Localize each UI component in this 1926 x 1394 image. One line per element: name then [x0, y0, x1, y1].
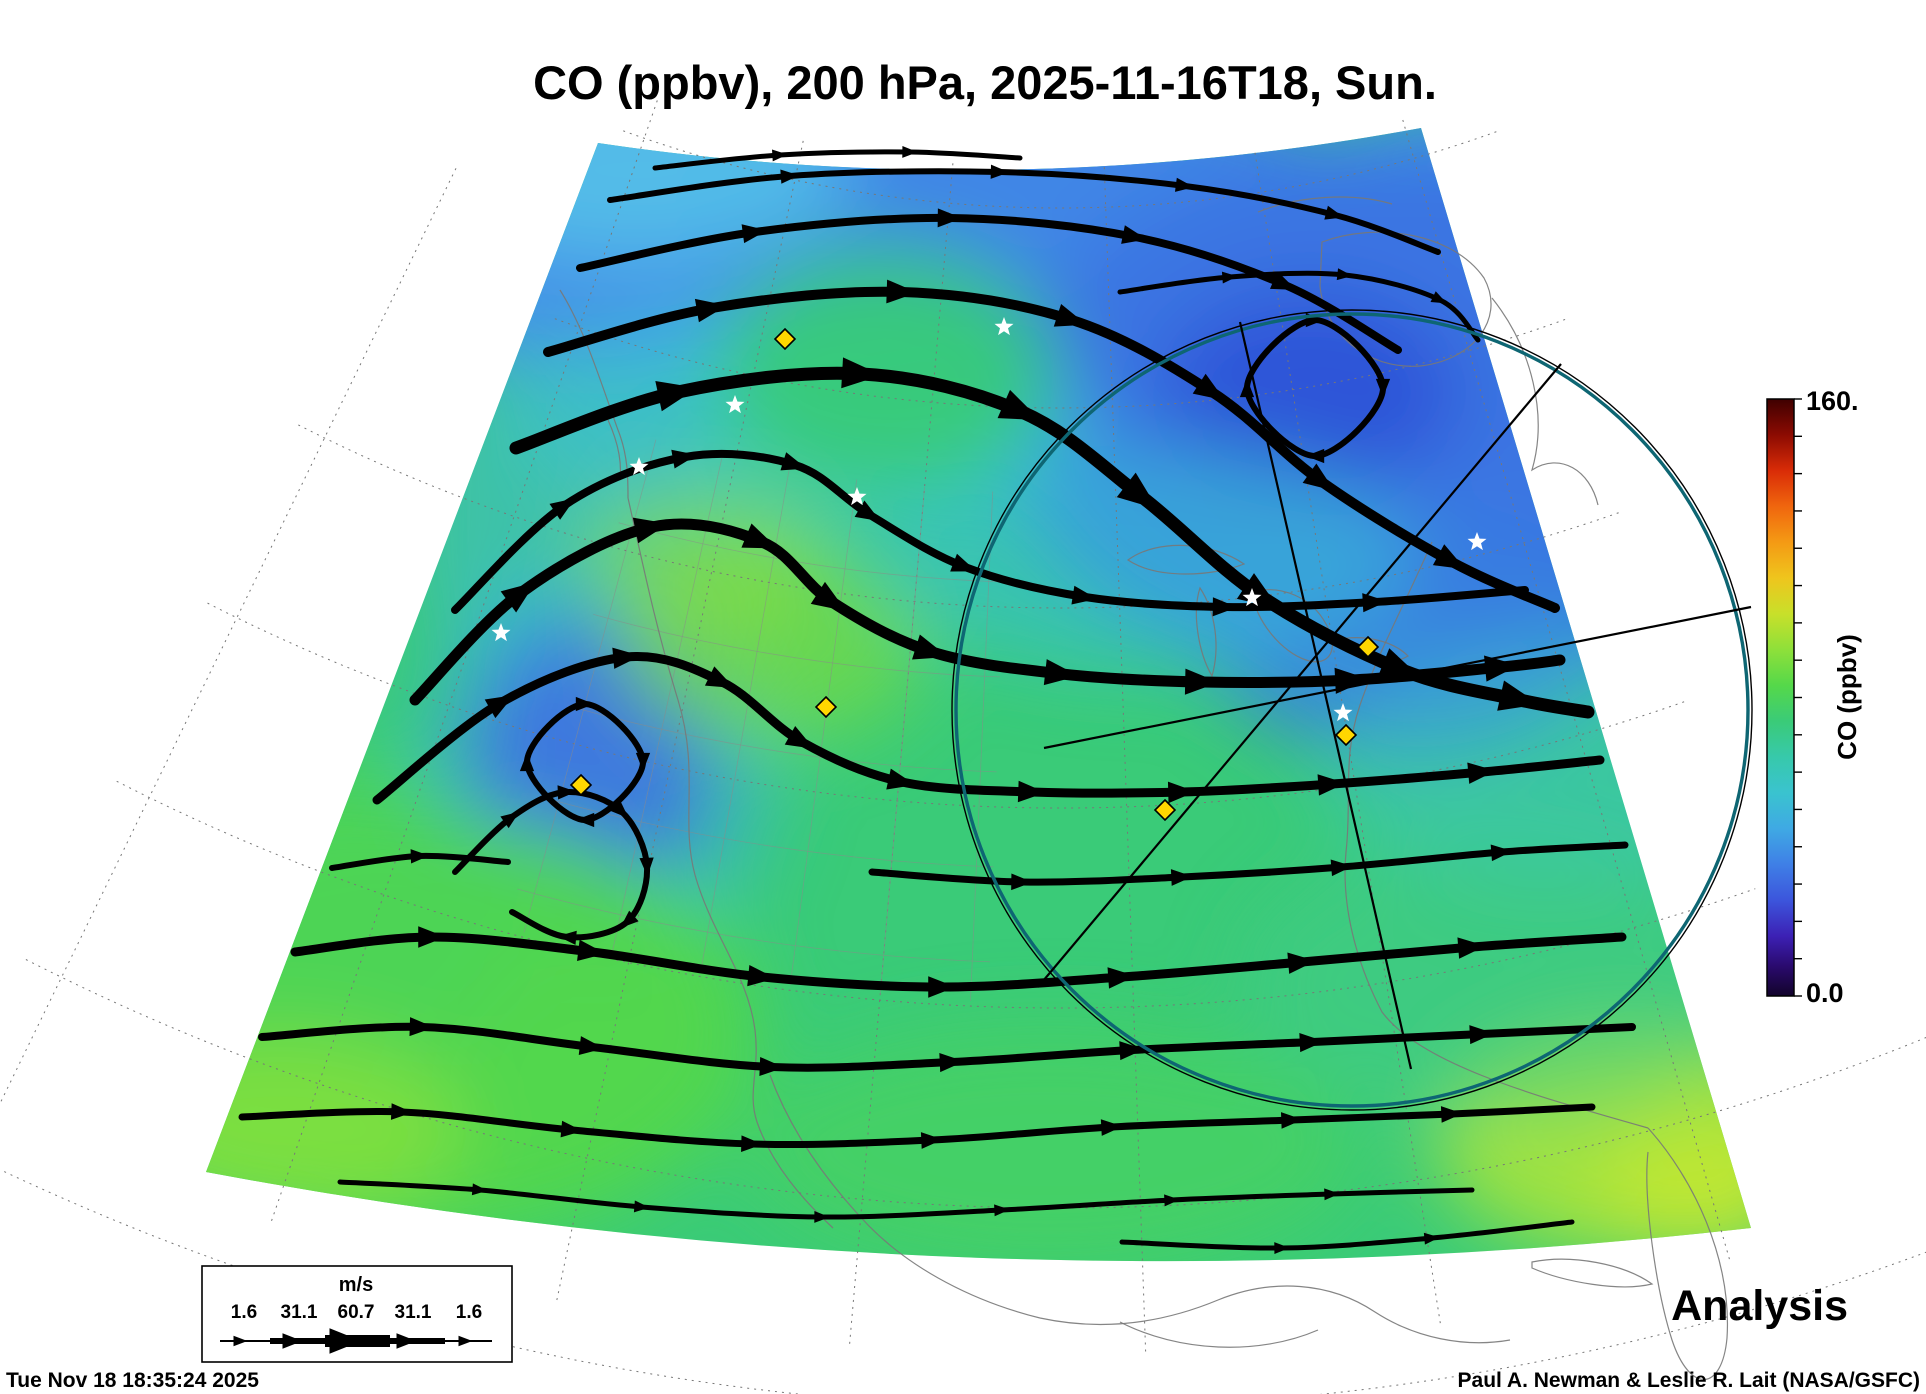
wind-speed-value: 31.1 — [281, 1302, 318, 1323]
streamline — [258, 1017, 1636, 1077]
star-marker — [1242, 588, 1262, 607]
range-circle — [954, 312, 1750, 1108]
wind-speed-legend: m/s 1.6 31.1 60.7 31.1 1.6 — [201, 1265, 513, 1363]
diamond-marker — [1334, 723, 1358, 747]
diamond-marker — [1153, 798, 1177, 822]
streamline — [372, 647, 1605, 805]
wind-arrowhead — [329, 1328, 362, 1354]
colorbar-axis-label: CO (ppbv) — [1832, 634, 1862, 760]
parallel-line — [298, 424, 1622, 609]
diamond-marker — [773, 327, 797, 351]
star-marker — [1467, 532, 1487, 551]
colorbar: 160. 0.0 CO (ppbv) — [1766, 386, 1862, 1008]
colorbar-min-label: 0.0 — [1806, 978, 1844, 1008]
streamline — [329, 849, 511, 871]
colorbar-gradient — [1766, 398, 1795, 997]
star-marker — [847, 487, 867, 506]
streamline — [868, 841, 1629, 891]
coastline — [1039, 1285, 1511, 1344]
colorbar-ticks — [1794, 398, 1802, 997]
analysis-label: Analysis — [1671, 1282, 1848, 1330]
streamline — [1117, 268, 1481, 343]
star-marker — [1333, 703, 1353, 722]
diamond-marker — [1356, 635, 1380, 659]
parallel-line — [0, 1168, 1926, 1394]
coastline — [1646, 1127, 1729, 1381]
diamond-marker — [569, 773, 593, 797]
wind-speed-value: 31.1 — [395, 1302, 432, 1323]
parallel-line — [623, 130, 1499, 209]
wind-arrowhead — [396, 1333, 417, 1349]
streamline — [1119, 1219, 1575, 1255]
track-line — [1043, 605, 1752, 750]
coastline — [1531, 1258, 1654, 1288]
wind-streamlines — [238, 145, 1636, 1255]
diamond-marker — [814, 695, 838, 719]
meridian-line — [0, 168, 457, 1105]
wind-legend-unit: m/s — [339, 1274, 373, 1296]
star-marker — [629, 457, 649, 476]
credit: Paul A. Newman & Leslie R. Lait (NASA/GS… — [1458, 1369, 1920, 1392]
chart-title: CO (ppbv), 200 hPa, 2025-11-16T18, Sun. — [533, 56, 1437, 109]
streamline — [1244, 320, 1383, 456]
streamline — [652, 145, 1023, 171]
star-marker — [994, 317, 1014, 336]
wind-legend-arrows — [220, 1328, 492, 1354]
colorbar-max-label: 160. — [1806, 386, 1859, 416]
coastline — [1119, 1321, 1319, 1348]
streamline — [337, 1179, 1475, 1223]
station-markers — [491, 317, 1487, 822]
streamline — [607, 164, 1441, 255]
track-line — [1037, 363, 1562, 988]
timestamp: Tue Nov 18 18:35:24 2025 — [6, 1369, 259, 1392]
wind-speed-value: 1.6 — [231, 1302, 257, 1323]
meridian-line — [269, 100, 658, 1226]
wind-arrowhead — [233, 1335, 248, 1347]
star-marker — [725, 395, 745, 414]
range-circle-and-tracks — [951, 309, 1753, 1111]
streamline — [290, 926, 1627, 998]
streamline — [238, 1103, 1596, 1153]
track-line — [1238, 321, 1413, 1070]
wind-speed-value: 60.7 — [338, 1302, 375, 1323]
wind-arrowhead — [282, 1333, 303, 1349]
star-marker — [491, 623, 511, 642]
wind-speed-value: 1.6 — [456, 1302, 482, 1323]
wind-arrowhead — [458, 1335, 473, 1347]
